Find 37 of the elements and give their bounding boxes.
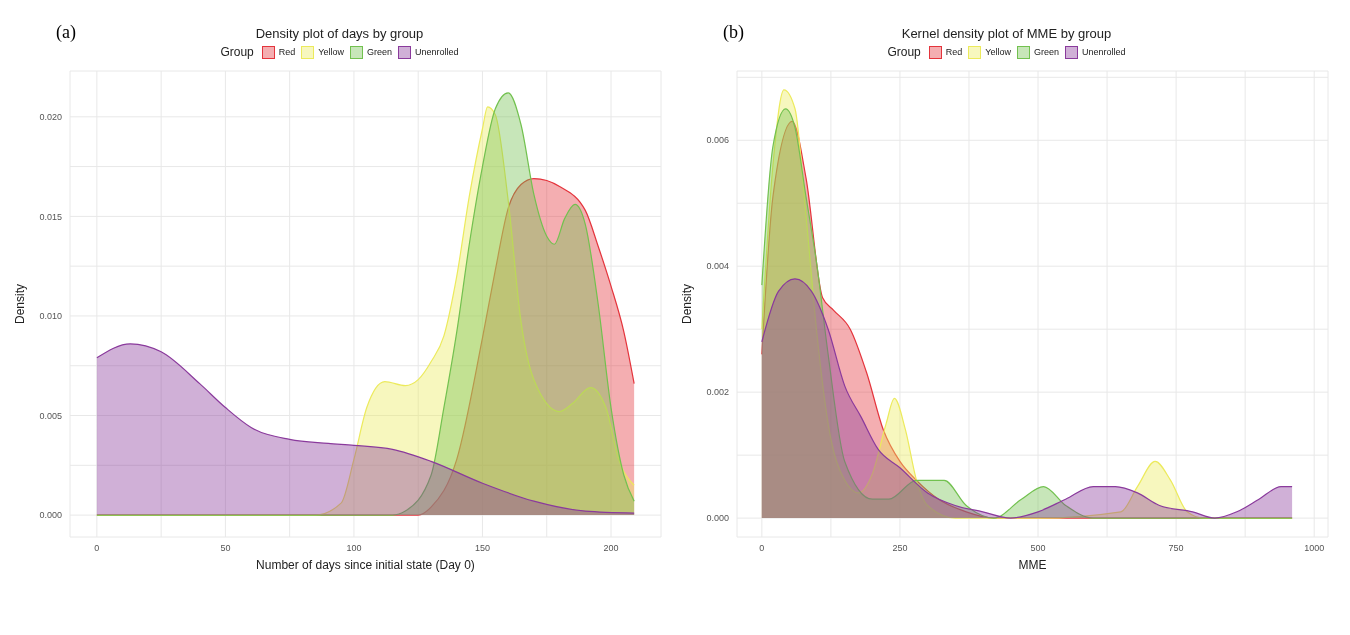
y-tick-label: 0.000 — [39, 510, 62, 521]
legend-label: Yellow — [318, 47, 344, 57]
x-tick-label: 250 — [892, 543, 908, 554]
x-tick-label: 0 — [759, 543, 765, 554]
text: (b) — [723, 22, 744, 43]
y-axis-title: Density — [13, 283, 28, 325]
x-tick-label: 0 — [94, 543, 100, 554]
chart-title: Density plot of days by group — [255, 26, 424, 41]
y-tick-label: 0.010 — [39, 311, 62, 322]
y-tick-label: 0.006 — [706, 135, 729, 146]
y-tick-label: 0.005 — [39, 410, 62, 421]
x-axis-title: Number of days since initial state (Day 0) — [256, 558, 475, 572]
legend-label: Red — [278, 47, 296, 57]
x-tick-label: 200 — [603, 543, 619, 554]
y-tick-label: 0.004 — [706, 261, 729, 272]
chart-title: Kernel density plot of MME by group — [901, 26, 1112, 41]
legend-title: Group — [220, 45, 254, 59]
y-tick-label: 0.002 — [706, 387, 729, 398]
x-tick-label: 50 — [220, 543, 231, 554]
x-tick-label: 1000 — [1304, 543, 1325, 554]
legend-label: Green — [1034, 47, 1060, 57]
x-tick-label: 150 — [474, 543, 490, 554]
legend-label: Unenrolled — [1082, 47, 1126, 57]
y-axis-title: Density — [680, 283, 695, 325]
x-tick-label: 100 — [346, 543, 362, 554]
legend-title: Group — [887, 45, 921, 59]
x-tick-label: 750 — [1168, 543, 1184, 554]
x-tick-label: 500 — [1030, 543, 1046, 554]
y-tick-label: 0.020 — [39, 112, 62, 122]
legend-label: Green — [367, 47, 393, 57]
x-axis-title: MME — [1018, 558, 1047, 572]
legend-label: Unenrolled — [415, 47, 459, 57]
text: (a) — [56, 22, 76, 43]
legend-label: Yellow — [985, 47, 1011, 57]
y-tick-label: 0.000 — [706, 513, 729, 524]
y-tick-label: 0.015 — [39, 211, 62, 222]
legend-label: Red — [945, 47, 963, 57]
